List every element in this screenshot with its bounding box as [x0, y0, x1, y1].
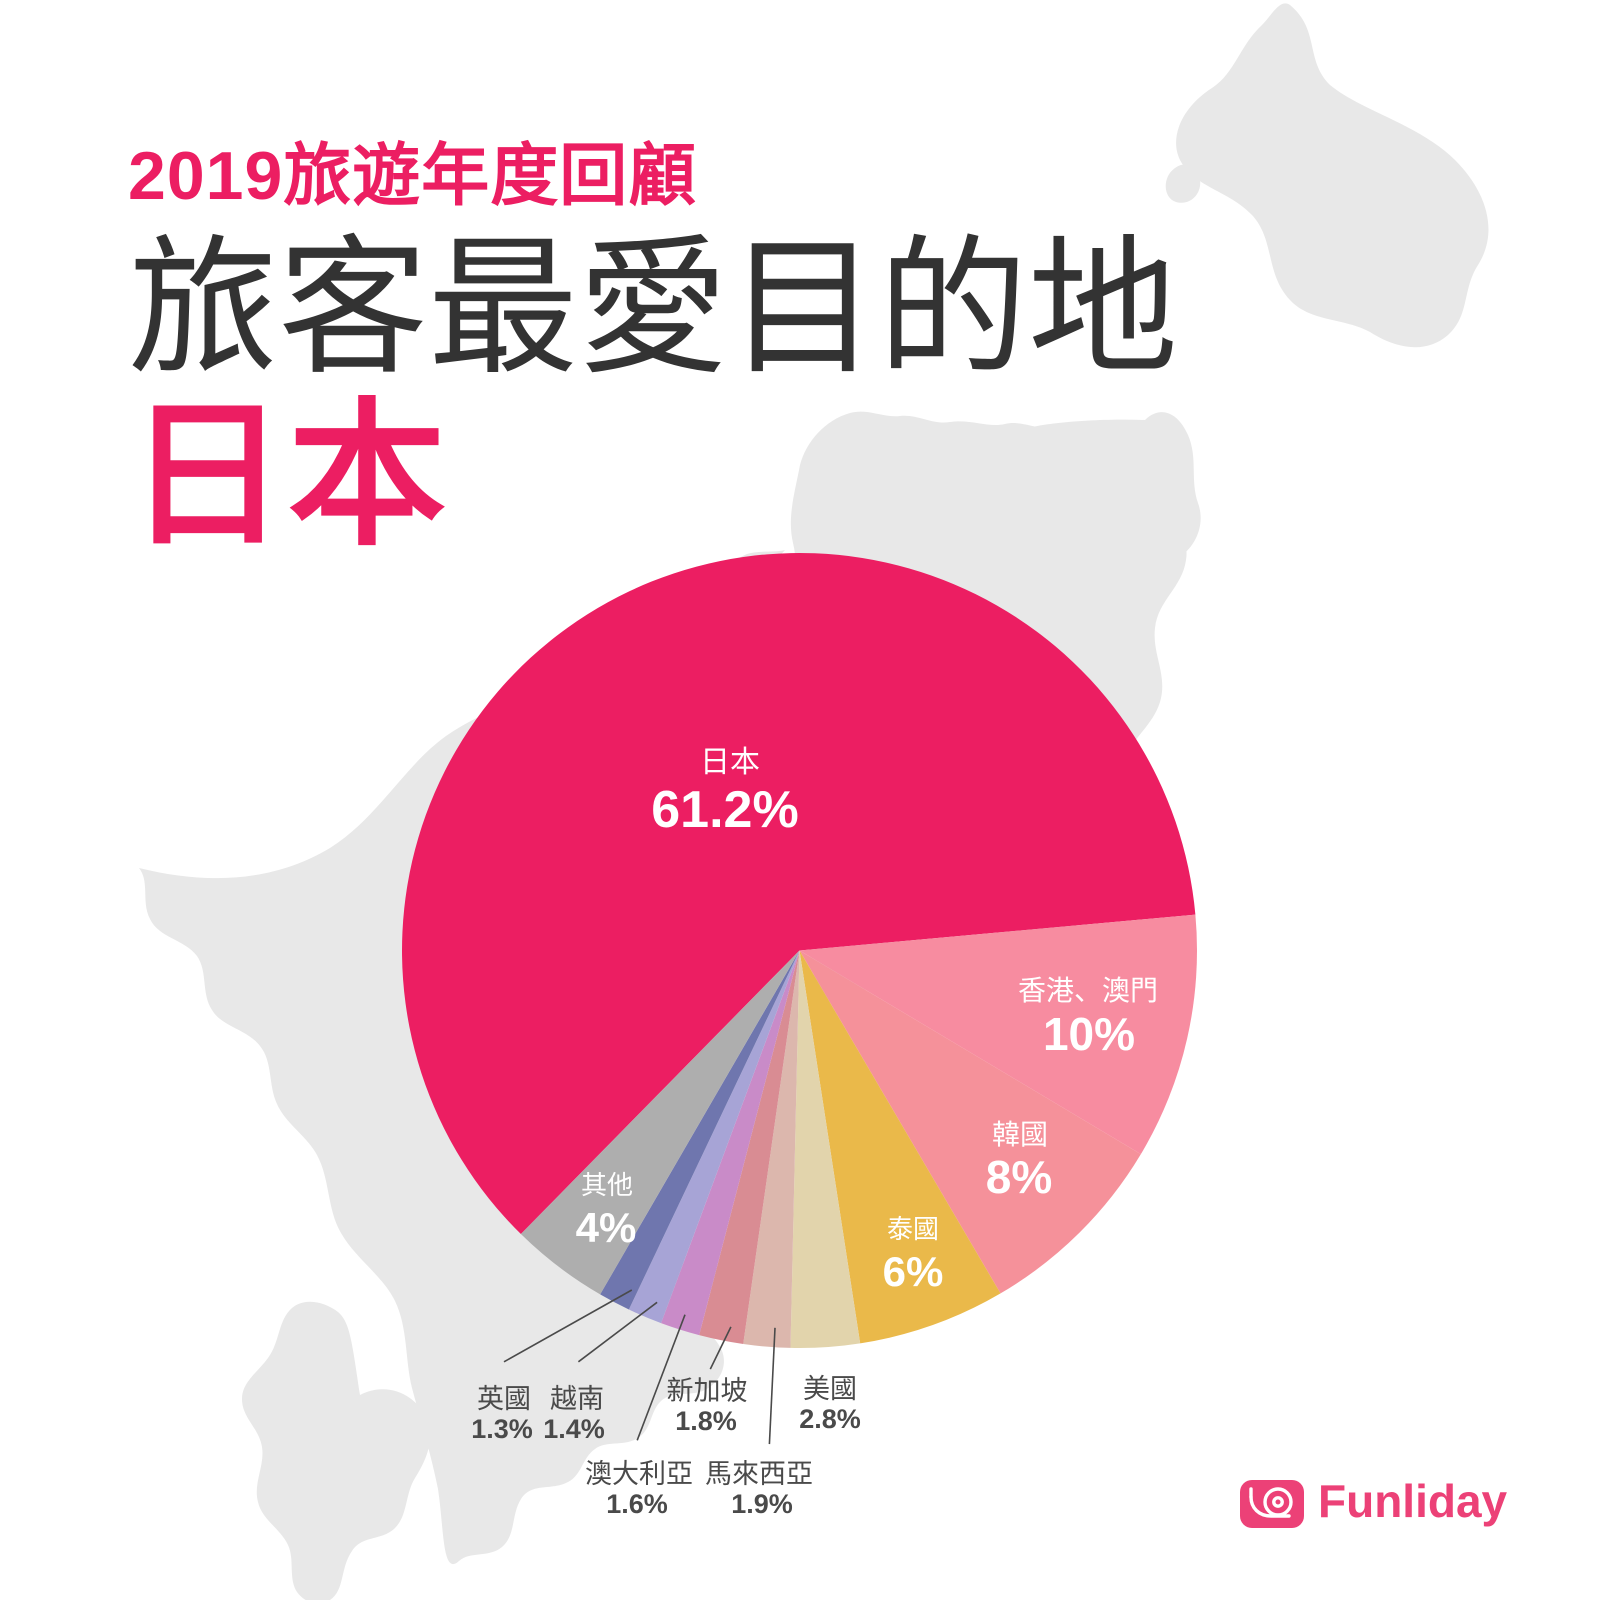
- svg-text:Funliday: Funliday: [1318, 1475, 1508, 1527]
